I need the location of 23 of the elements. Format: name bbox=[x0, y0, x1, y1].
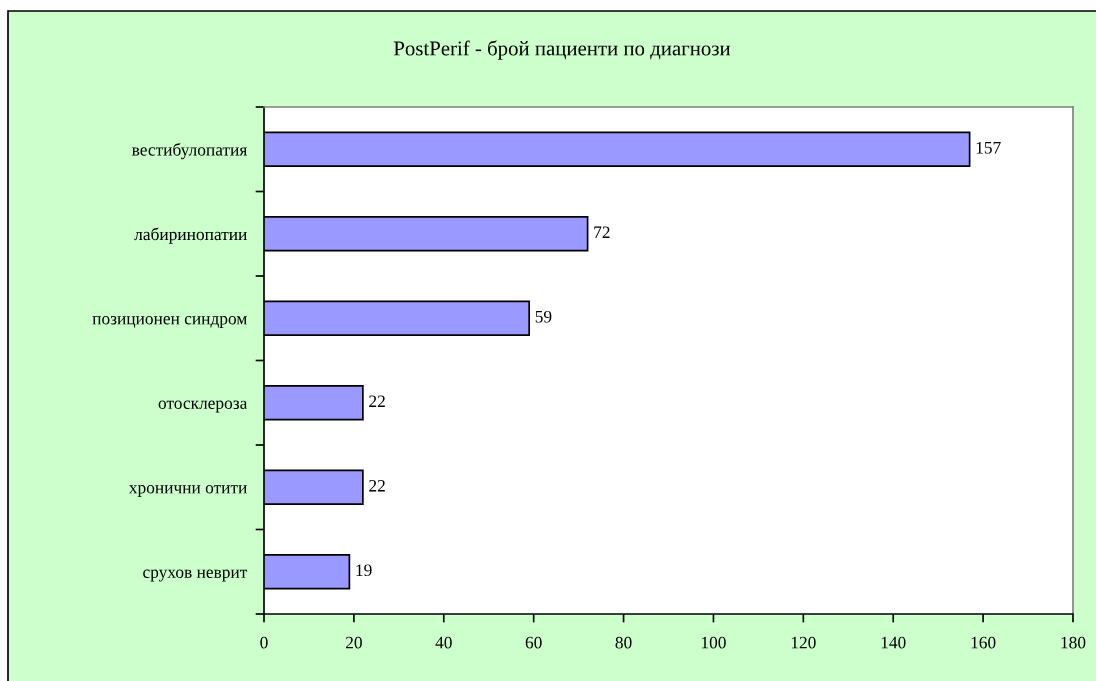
y-tick-label: вестибулопатия bbox=[131, 143, 248, 160]
x-tick-label: 180 bbox=[1061, 636, 1086, 649]
y-tick-label: лабиринопатии bbox=[134, 227, 247, 244]
data-label: 22 bbox=[369, 479, 385, 492]
y-tick-label: хронични отити bbox=[129, 485, 247, 497]
data-label: 22 bbox=[369, 395, 385, 407]
y-tick-label: срухов неврит bbox=[143, 569, 248, 582]
data-label: 19 bbox=[356, 564, 372, 577]
chart-title: PostPerif - брой пациенти по диагнози bbox=[393, 40, 731, 60]
x-tick-label: 80 bbox=[615, 636, 632, 649]
x-tick-label: 160 bbox=[971, 636, 996, 649]
x-tick-label: 140 bbox=[881, 636, 906, 649]
data-label: 157 bbox=[976, 141, 1001, 154]
x-tick-label: 40 bbox=[435, 636, 452, 649]
data-label: 72 bbox=[594, 226, 610, 238]
x-tick-label: 100 bbox=[701, 636, 726, 649]
y-tick-label: позиционен синдром bbox=[92, 316, 247, 328]
x-tick-label: 120 bbox=[791, 636, 816, 649]
x-tick-label: 0 bbox=[260, 636, 268, 649]
x-tick-label: 20 bbox=[345, 636, 362, 649]
y-tick-label: отосклероза bbox=[158, 400, 248, 413]
x-tick-label: 60 bbox=[525, 636, 542, 649]
data-label: 59 bbox=[535, 310, 552, 323]
